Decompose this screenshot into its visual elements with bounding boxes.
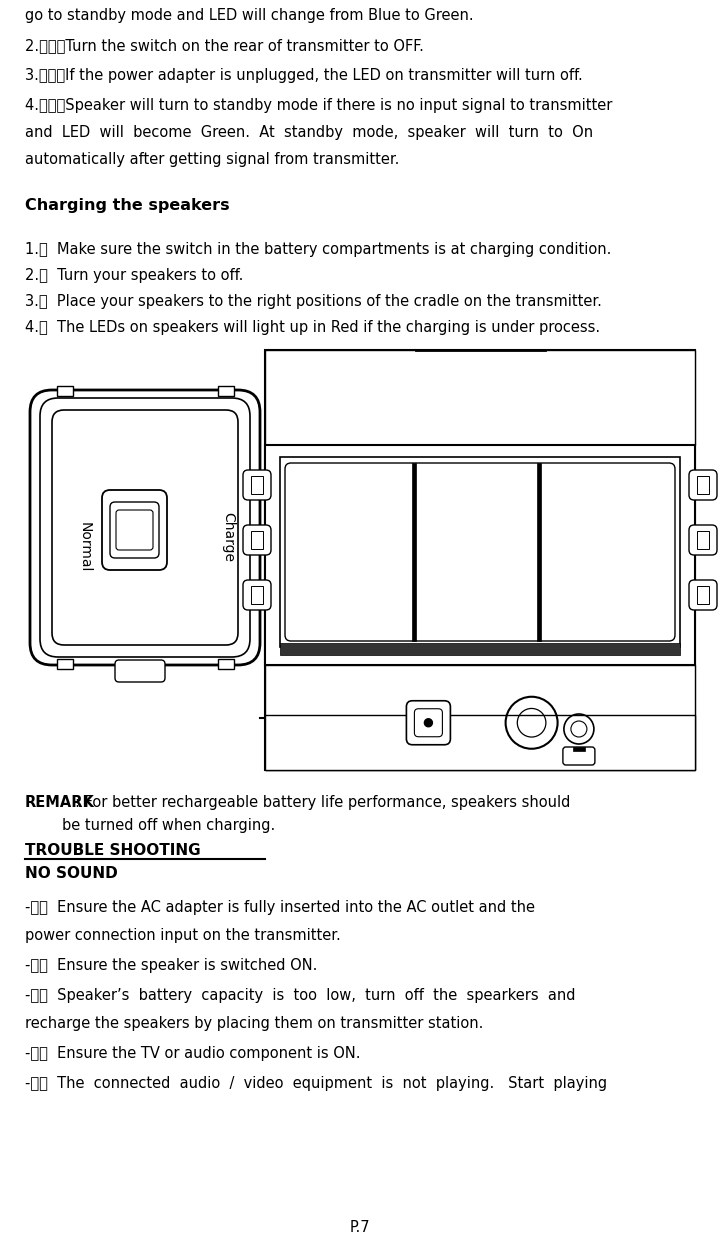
Bar xyxy=(56,659,73,669)
FancyBboxPatch shape xyxy=(110,502,159,558)
Bar xyxy=(251,586,263,604)
Bar xyxy=(56,386,73,396)
Text: Charge: Charge xyxy=(221,512,235,562)
Bar xyxy=(697,476,709,493)
Text: -		  Ensure the speaker is switched ON.: - Ensure the speaker is switched ON. xyxy=(25,958,317,973)
Text: 2.			Turn the switch on the rear of transmitter to OFF.: 2. Turn the switch on the rear of transm… xyxy=(25,37,424,54)
Text: -		  The  connected  audio  /  video  equipment  is  not  playing.   Start  play: - The connected audio / video equipment … xyxy=(25,1077,607,1091)
FancyBboxPatch shape xyxy=(689,579,717,611)
Bar xyxy=(280,643,680,655)
Bar xyxy=(265,350,695,445)
FancyBboxPatch shape xyxy=(30,390,260,665)
FancyBboxPatch shape xyxy=(407,700,451,745)
Text: -		  Speaker’s  battery  capacity  is  too  low,  turn  off  the  spearkers  and: - Speaker’s battery capacity is too low,… xyxy=(25,988,575,1003)
FancyBboxPatch shape xyxy=(52,410,238,645)
Text: : For better rechargeable battery life performance, speakers should: : For better rechargeable battery life p… xyxy=(75,795,570,810)
FancyBboxPatch shape xyxy=(243,579,271,611)
Bar xyxy=(265,350,695,770)
FancyBboxPatch shape xyxy=(689,470,717,500)
FancyBboxPatch shape xyxy=(415,709,443,736)
Text: recharge the speakers by placing them on transmitter station.: recharge the speakers by placing them on… xyxy=(25,1015,483,1030)
Bar xyxy=(697,531,709,549)
Bar xyxy=(280,457,680,647)
Bar xyxy=(251,531,263,549)
FancyBboxPatch shape xyxy=(243,525,271,554)
FancyBboxPatch shape xyxy=(40,397,250,657)
Bar xyxy=(265,445,695,665)
Bar xyxy=(573,748,585,751)
Bar xyxy=(537,464,541,640)
Bar xyxy=(697,586,709,604)
Bar xyxy=(218,659,234,669)
Text: Normal: Normal xyxy=(78,522,92,572)
FancyBboxPatch shape xyxy=(243,470,271,500)
Text: 4.	  The LEDs on speakers will light up in Red if the charging is under process.: 4. The LEDs on speakers will light up in… xyxy=(25,320,600,335)
Text: -		  Ensure the AC adapter is fully inserted into the AC outlet and the: - Ensure the AC adapter is fully inserte… xyxy=(25,900,535,915)
FancyBboxPatch shape xyxy=(102,490,167,569)
Text: automatically after getting signal from transmitter.: automatically after getting signal from … xyxy=(25,152,399,167)
Text: power connection input on the transmitter.: power connection input on the transmitte… xyxy=(25,928,341,943)
Text: and  LED  will  become  Green.  At  standby  mode,  speaker  will  turn  to  On: and LED will become Green. At standby mo… xyxy=(25,125,593,140)
FancyBboxPatch shape xyxy=(115,660,165,682)
Bar xyxy=(251,476,263,493)
Text: REMARK: REMARK xyxy=(25,795,95,810)
Bar xyxy=(265,715,695,770)
FancyBboxPatch shape xyxy=(563,748,595,765)
Bar xyxy=(412,464,416,640)
Text: P.7: P.7 xyxy=(350,1220,371,1235)
Text: 3.	  Place your speakers to the right positions of the cradle on the transmitter: 3. Place your speakers to the right posi… xyxy=(25,294,602,309)
FancyBboxPatch shape xyxy=(116,510,153,549)
Text: TROUBLE SHOOTING: TROUBLE SHOOTING xyxy=(25,844,200,858)
Text: Charging the speakers: Charging the speakers xyxy=(25,198,229,213)
Text: 1.	  Make sure the switch in the battery compartments is at charging condition.: 1. Make sure the switch in the battery c… xyxy=(25,242,611,257)
Text: 2.	  Turn your speakers to off.: 2. Turn your speakers to off. xyxy=(25,268,244,283)
Text: NO SOUND: NO SOUND xyxy=(25,866,118,881)
Text: go to standby mode and LED will change from Blue to Green.: go to standby mode and LED will change f… xyxy=(25,7,474,22)
Text: be turned off when charging.: be turned off when charging. xyxy=(62,819,275,834)
Text: 3.			If the power adapter is unplugged, the LED on transmitter will turn off.: 3. If the power adapter is unplugged, th… xyxy=(25,69,583,83)
FancyBboxPatch shape xyxy=(689,525,717,554)
Circle shape xyxy=(425,719,433,726)
Text: -		  Ensure the TV or audio component is ON.: - Ensure the TV or audio component is ON… xyxy=(25,1045,360,1062)
Bar xyxy=(265,665,695,770)
Text: 4.			Speaker will turn to standby mode if there is no input signal to transmitte: 4. Speaker will turn to standby mode if … xyxy=(25,98,612,113)
FancyBboxPatch shape xyxy=(285,464,675,640)
Bar xyxy=(218,386,234,396)
